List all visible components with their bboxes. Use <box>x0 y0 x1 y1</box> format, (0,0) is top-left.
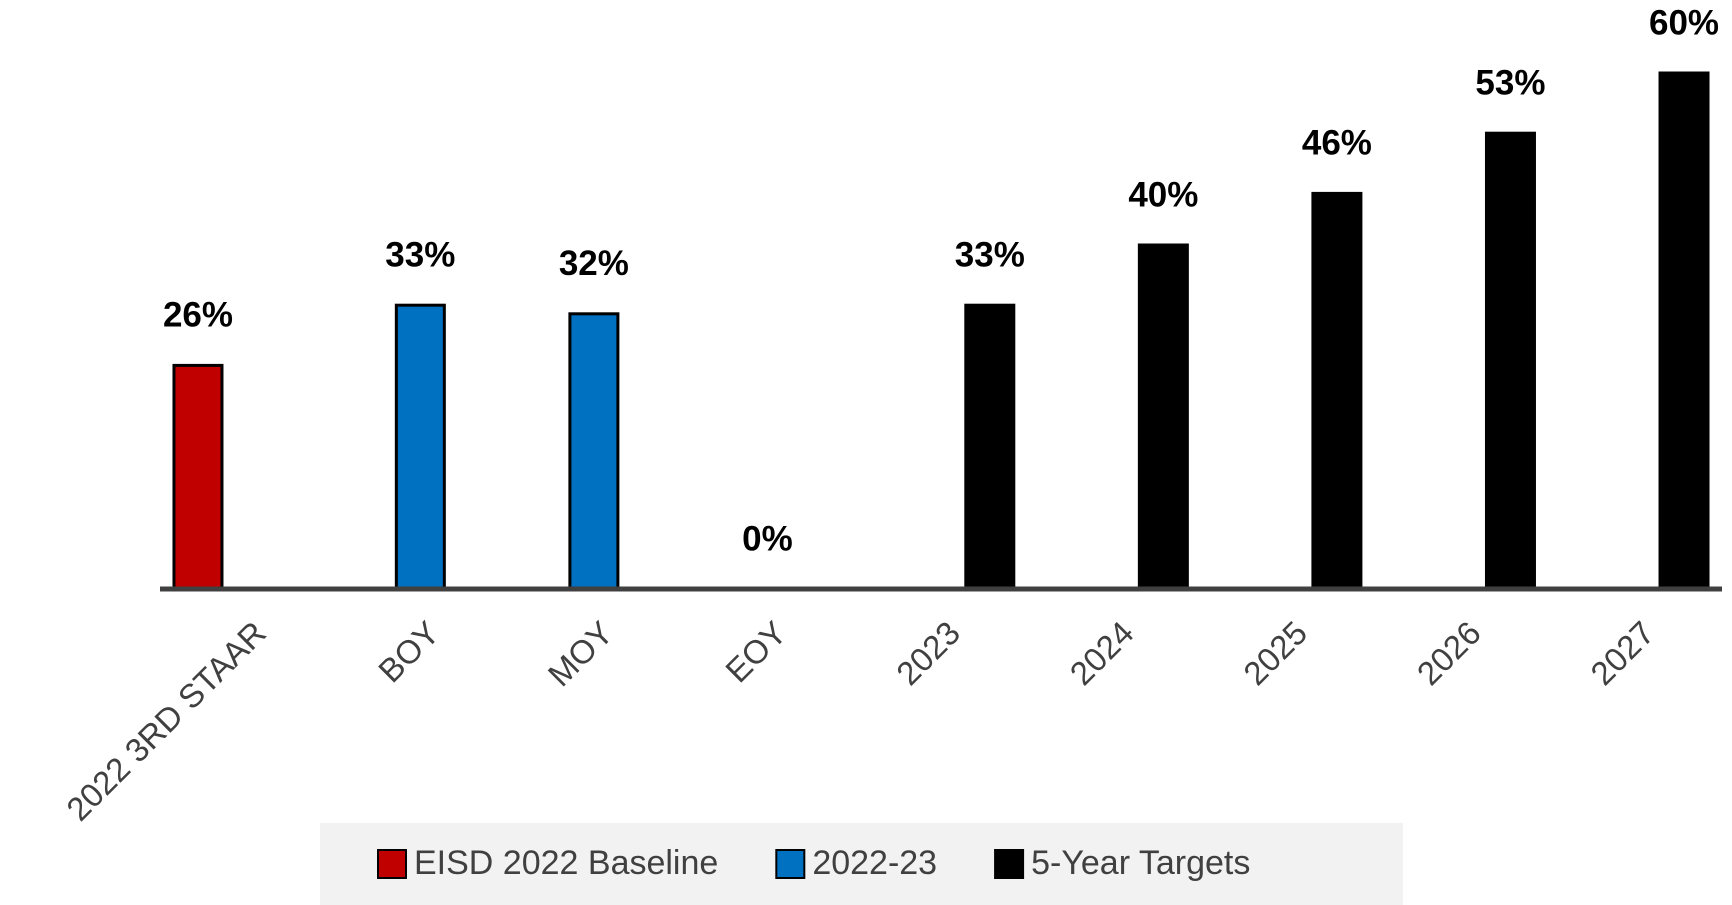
bar <box>1137 243 1189 591</box>
x-tick-label: EOY <box>718 614 793 689</box>
legend-swatch <box>775 849 806 879</box>
bar <box>964 303 1016 591</box>
bar <box>1658 71 1710 591</box>
data-label: 0% <box>742 519 793 558</box>
data-label: 26% <box>163 296 233 335</box>
bar <box>394 303 446 591</box>
x-tick-label: 2023 <box>889 614 967 692</box>
legend-label: EISD 2022 Baseline <box>414 844 718 882</box>
legend-swatch <box>377 849 407 879</box>
legend-swatch <box>994 849 1025 879</box>
x-tick-label: 2025 <box>1236 614 1314 692</box>
x-tick-label: 2027 <box>1583 614 1661 692</box>
bar <box>568 312 620 591</box>
data-label: 53% <box>1475 63 1545 102</box>
bar <box>1484 131 1536 591</box>
bar <box>1311 191 1363 591</box>
x-tick-label: BOY <box>371 614 446 689</box>
data-label: 33% <box>955 235 1025 274</box>
x-tick-label: 2026 <box>1410 614 1488 692</box>
legend-label: 5-Year Targets <box>1031 844 1250 882</box>
x-tick-label: MOY <box>541 614 620 693</box>
legend-label: 2022-23 <box>812 844 937 882</box>
data-label: 40% <box>1128 175 1198 214</box>
legend-box <box>320 823 1403 905</box>
data-label: 60% <box>1649 3 1719 42</box>
data-label: 33% <box>385 235 455 274</box>
x-tick-label: 2024 <box>1063 614 1141 692</box>
data-label: 32% <box>559 244 629 283</box>
x-tick-label: 2022 3RD STAAR <box>59 614 273 828</box>
data-label: 46% <box>1302 124 1372 163</box>
bar <box>172 363 224 591</box>
